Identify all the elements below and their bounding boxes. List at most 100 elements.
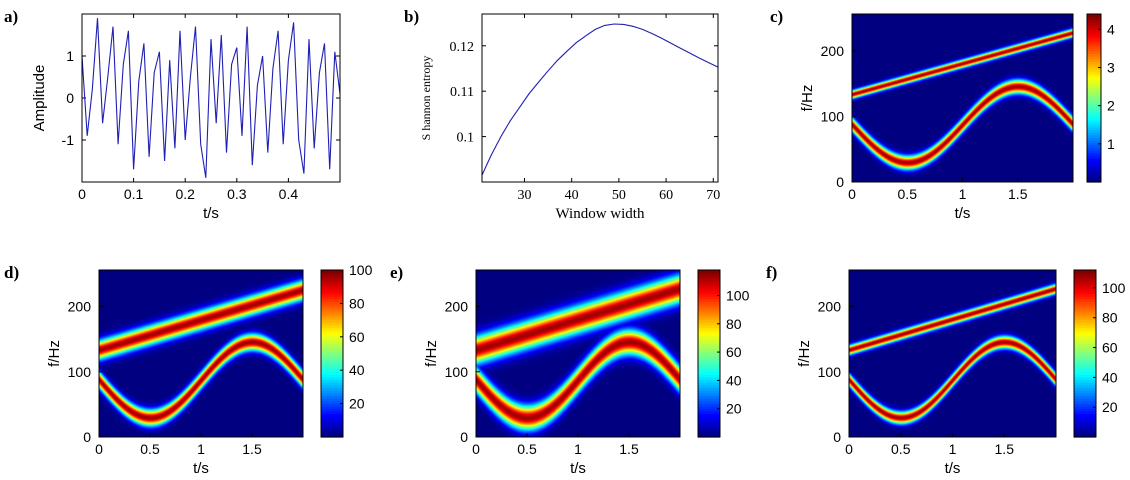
- y-axis-label: f/Hz: [799, 85, 816, 112]
- colorbar-segment: [321, 319, 343, 323]
- colorbar-segment: [1087, 37, 1101, 41]
- colorbar-segment: [698, 387, 720, 391]
- colorbar-segment: [1087, 63, 1101, 68]
- colorbar-segment: [321, 343, 343, 347]
- colorbar-segment: [1087, 119, 1101, 123]
- colorbar-segment: [698, 298, 720, 302]
- colorbar-segment: [1087, 58, 1101, 62]
- x-tick-label: 0: [848, 186, 856, 202]
- colorbar-segment: [698, 356, 720, 360]
- colorbar-tick-label: 100: [349, 262, 373, 278]
- x-tick-label: 70: [706, 188, 720, 203]
- x-tick-label: 0.5: [898, 186, 918, 202]
- colorbar-segment: [1087, 40, 1101, 44]
- colorbar-segment: [1074, 431, 1096, 435]
- colorbar-segment: [1087, 176, 1101, 180]
- colorbar-segment: [1074, 285, 1096, 289]
- y-tick-label: 100: [445, 364, 469, 380]
- colorbar-segment: [1087, 45, 1101, 49]
- colorbar-segment: [698, 345, 720, 349]
- colorbar-segment: [321, 379, 343, 383]
- x-tick-label: 0.5: [517, 441, 537, 457]
- colorbar-segment: [1087, 134, 1101, 138]
- colorbar-segment: [321, 390, 343, 394]
- x-tick-label: 0.1: [124, 186, 144, 202]
- colorbar-segment: [321, 337, 343, 342]
- colorbar-segment: [321, 397, 343, 402]
- colorbar-segment: [698, 340, 720, 344]
- y-tick-label: 0.11: [450, 85, 474, 100]
- x-tick-label: 0.4: [279, 186, 299, 202]
- y-tick-label: 200: [68, 299, 92, 315]
- colorbar-segment: [698, 361, 720, 365]
- colorbar-segment: [698, 337, 720, 342]
- colorbar-segment: [1074, 298, 1096, 302]
- colorbar-segment: [1074, 397, 1096, 402]
- colorbar-segment: [1087, 90, 1101, 94]
- colorbar-segment: [321, 374, 343, 378]
- colorbar-segment: [1074, 379, 1096, 383]
- colorbar-segment: [321, 280, 343, 284]
- colorbar-segment: [1087, 103, 1101, 107]
- colorbar-segment: [698, 306, 720, 310]
- colorbar-segment: [321, 376, 343, 381]
- colorbar-tick-label: 80: [349, 295, 365, 311]
- colorbar-segment: [1074, 423, 1096, 428]
- y-tick-label: 200: [821, 43, 845, 59]
- colorbar-segment: [1074, 410, 1096, 415]
- colorbar-frame: [1073, 269, 1097, 438]
- colorbar-segment: [1074, 306, 1096, 310]
- colorbar-segment: [698, 376, 720, 381]
- colorbar-segment: [698, 421, 720, 425]
- x-tick-label: 0: [95, 441, 103, 457]
- colorbar-segment: [1074, 343, 1096, 347]
- colorbar-segment: [698, 290, 720, 295]
- colorbar-segment: [698, 423, 720, 428]
- colorbar-tick-label: 1: [1107, 136, 1115, 152]
- colorbar-tick-label: 20: [349, 396, 365, 412]
- colorbar-segment: [1074, 293, 1096, 297]
- colorbar-segment: [698, 374, 720, 378]
- colorbar-segment: [698, 288, 720, 292]
- colorbar-segment: [698, 371, 720, 375]
- colorbar-segment: [321, 429, 343, 433]
- colorbar-segment: [698, 348, 720, 352]
- y-tick-label: 100: [68, 364, 92, 380]
- colorbar-segment: [321, 272, 343, 276]
- series-line: [482, 23, 718, 176]
- x-axis-label: t/s: [945, 460, 961, 477]
- y-tick-label: 0: [83, 429, 91, 445]
- colorbar-segment: [1087, 66, 1101, 70]
- colorbar-segment: [1074, 434, 1096, 438]
- colorbar-segment: [1087, 179, 1101, 183]
- colorbar-segment: [1087, 19, 1101, 23]
- colorbar-segment: [698, 408, 720, 412]
- colorbar-tick-label: 4: [1107, 21, 1115, 37]
- colorbar-segment: [321, 413, 343, 417]
- colorbar-segment: [1087, 48, 1101, 52]
- colorbar-segment: [321, 361, 343, 365]
- colorbar-segment: [698, 400, 720, 404]
- colorbar-segment: [1087, 147, 1101, 152]
- colorbar-segment: [321, 290, 343, 295]
- colorbar-segment: [1087, 92, 1101, 96]
- colorbar-segment: [698, 309, 720, 313]
- colorbar-segment: [1074, 395, 1096, 399]
- colorbar-segment: [1087, 145, 1101, 149]
- colorbar-segment: [321, 358, 343, 362]
- colorbar-segment: [1087, 69, 1101, 73]
- y-tick-label: 0: [66, 90, 74, 106]
- colorbar-segment: [1087, 171, 1101, 175]
- spectrogram-image: [849, 270, 1056, 437]
- colorbar-segment: [1087, 153, 1101, 157]
- colorbar-segment: [321, 410, 343, 415]
- colorbar-segment: [1074, 350, 1096, 355]
- y-tick-label: 200: [445, 299, 469, 315]
- colorbar-tick-label: 100: [1102, 280, 1126, 296]
- colorbar-segment: [321, 405, 343, 409]
- colorbar-tick-label: 40: [1102, 369, 1118, 385]
- x-tick-label: 1: [959, 186, 967, 202]
- colorbar-segment: [1074, 311, 1096, 315]
- colorbar-tick-label: 20: [726, 401, 742, 417]
- colorbar-segment: [1074, 309, 1096, 313]
